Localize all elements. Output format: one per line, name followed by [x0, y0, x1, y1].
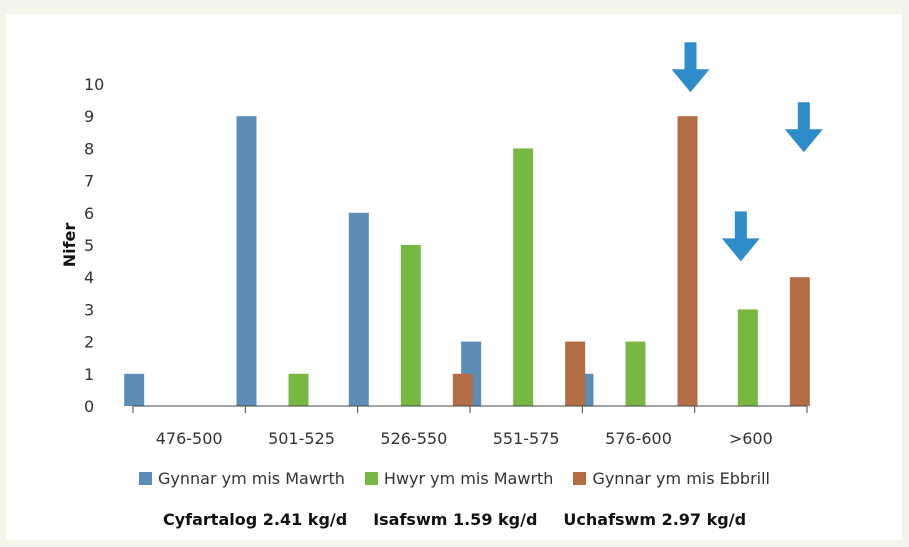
legend-swatch: [573, 471, 587, 485]
y-tick-label: 4: [84, 268, 94, 287]
x-tick-label: 476-500: [156, 429, 223, 448]
minimum-weight: Isafswm 1.59 kg/d: [373, 510, 538, 529]
y-tick-label: 10: [84, 75, 104, 94]
x-axis: 476-500 501-525 526-550 551-575 576-600 >600: [132, 405, 808, 448]
legend-item-early-april: Gynnar ym mis Ebbrill: [573, 469, 770, 488]
down-arrow-icon: [784, 102, 823, 153]
y-tick-label: 1: [84, 365, 94, 384]
bar: [288, 373, 309, 406]
legend-label: Gynnar ym mis Ebbrill: [592, 468, 770, 488]
bar: [565, 341, 586, 406]
bar: [677, 116, 698, 406]
x-tick-label: 526-550: [380, 429, 447, 448]
chart-card: [6, 14, 902, 540]
x-tick-label: >600: [729, 429, 773, 448]
legend-item-late-march: Hwyr ym mis Mawrth: [364, 468, 554, 488]
y-tick-label: 9: [84, 107, 94, 126]
bar: [348, 212, 369, 406]
y-tick-label: 0: [84, 397, 94, 416]
average-weight: Cyfartalog 2.41 kg/d: [162, 510, 348, 529]
legend-label: Gynnar ym mis Mawrth: [158, 468, 345, 488]
y-tick-label: 3: [84, 300, 94, 319]
y-tick-label: 6: [84, 204, 94, 223]
y-tick-label: 7: [84, 172, 94, 191]
bar: [513, 148, 534, 406]
bar: [236, 116, 257, 406]
bar: [400, 245, 421, 406]
bar: [789, 277, 810, 406]
x-tick-label: 576-600: [605, 429, 672, 448]
legend-swatch: [139, 471, 152, 485]
bar: [737, 309, 758, 406]
annotation-arrows: [671, 42, 823, 262]
bar: [625, 341, 646, 406]
x-tick-label: 501-525: [268, 429, 335, 448]
bar: [452, 373, 473, 406]
x-tick-label: 551-575: [493, 429, 560, 448]
legend-item-early-march: Gynnar ym mis Mawrth: [139, 469, 345, 488]
legend-swatch: [364, 471, 378, 485]
summary-footer: Cyfartalog 2.41 kg/d Isafswm 1.59 kg/d U…: [0, 510, 909, 529]
y-tick-label: 8: [84, 139, 94, 158]
y-axis-label: Nifer: [60, 223, 79, 268]
bar: [124, 373, 145, 406]
bars: [124, 116, 810, 406]
legend-label: Hwyr ym mis Mawrth: [383, 468, 554, 488]
down-arrow-icon: [671, 42, 710, 93]
legend: Gynnar ym mis Mawrth Hwyr ym mis Mawrth …: [0, 466, 909, 490]
y-tick-label: 2: [84, 333, 94, 352]
y-tick-label: 5: [84, 236, 94, 255]
maximum-weight: Uchafswm 2.97 kg/d: [563, 510, 747, 529]
down-arrow-icon: [721, 211, 760, 262]
y-axis-ticks: 0 1 2 3 4 5 6 7 8 9 10: [84, 75, 104, 416]
